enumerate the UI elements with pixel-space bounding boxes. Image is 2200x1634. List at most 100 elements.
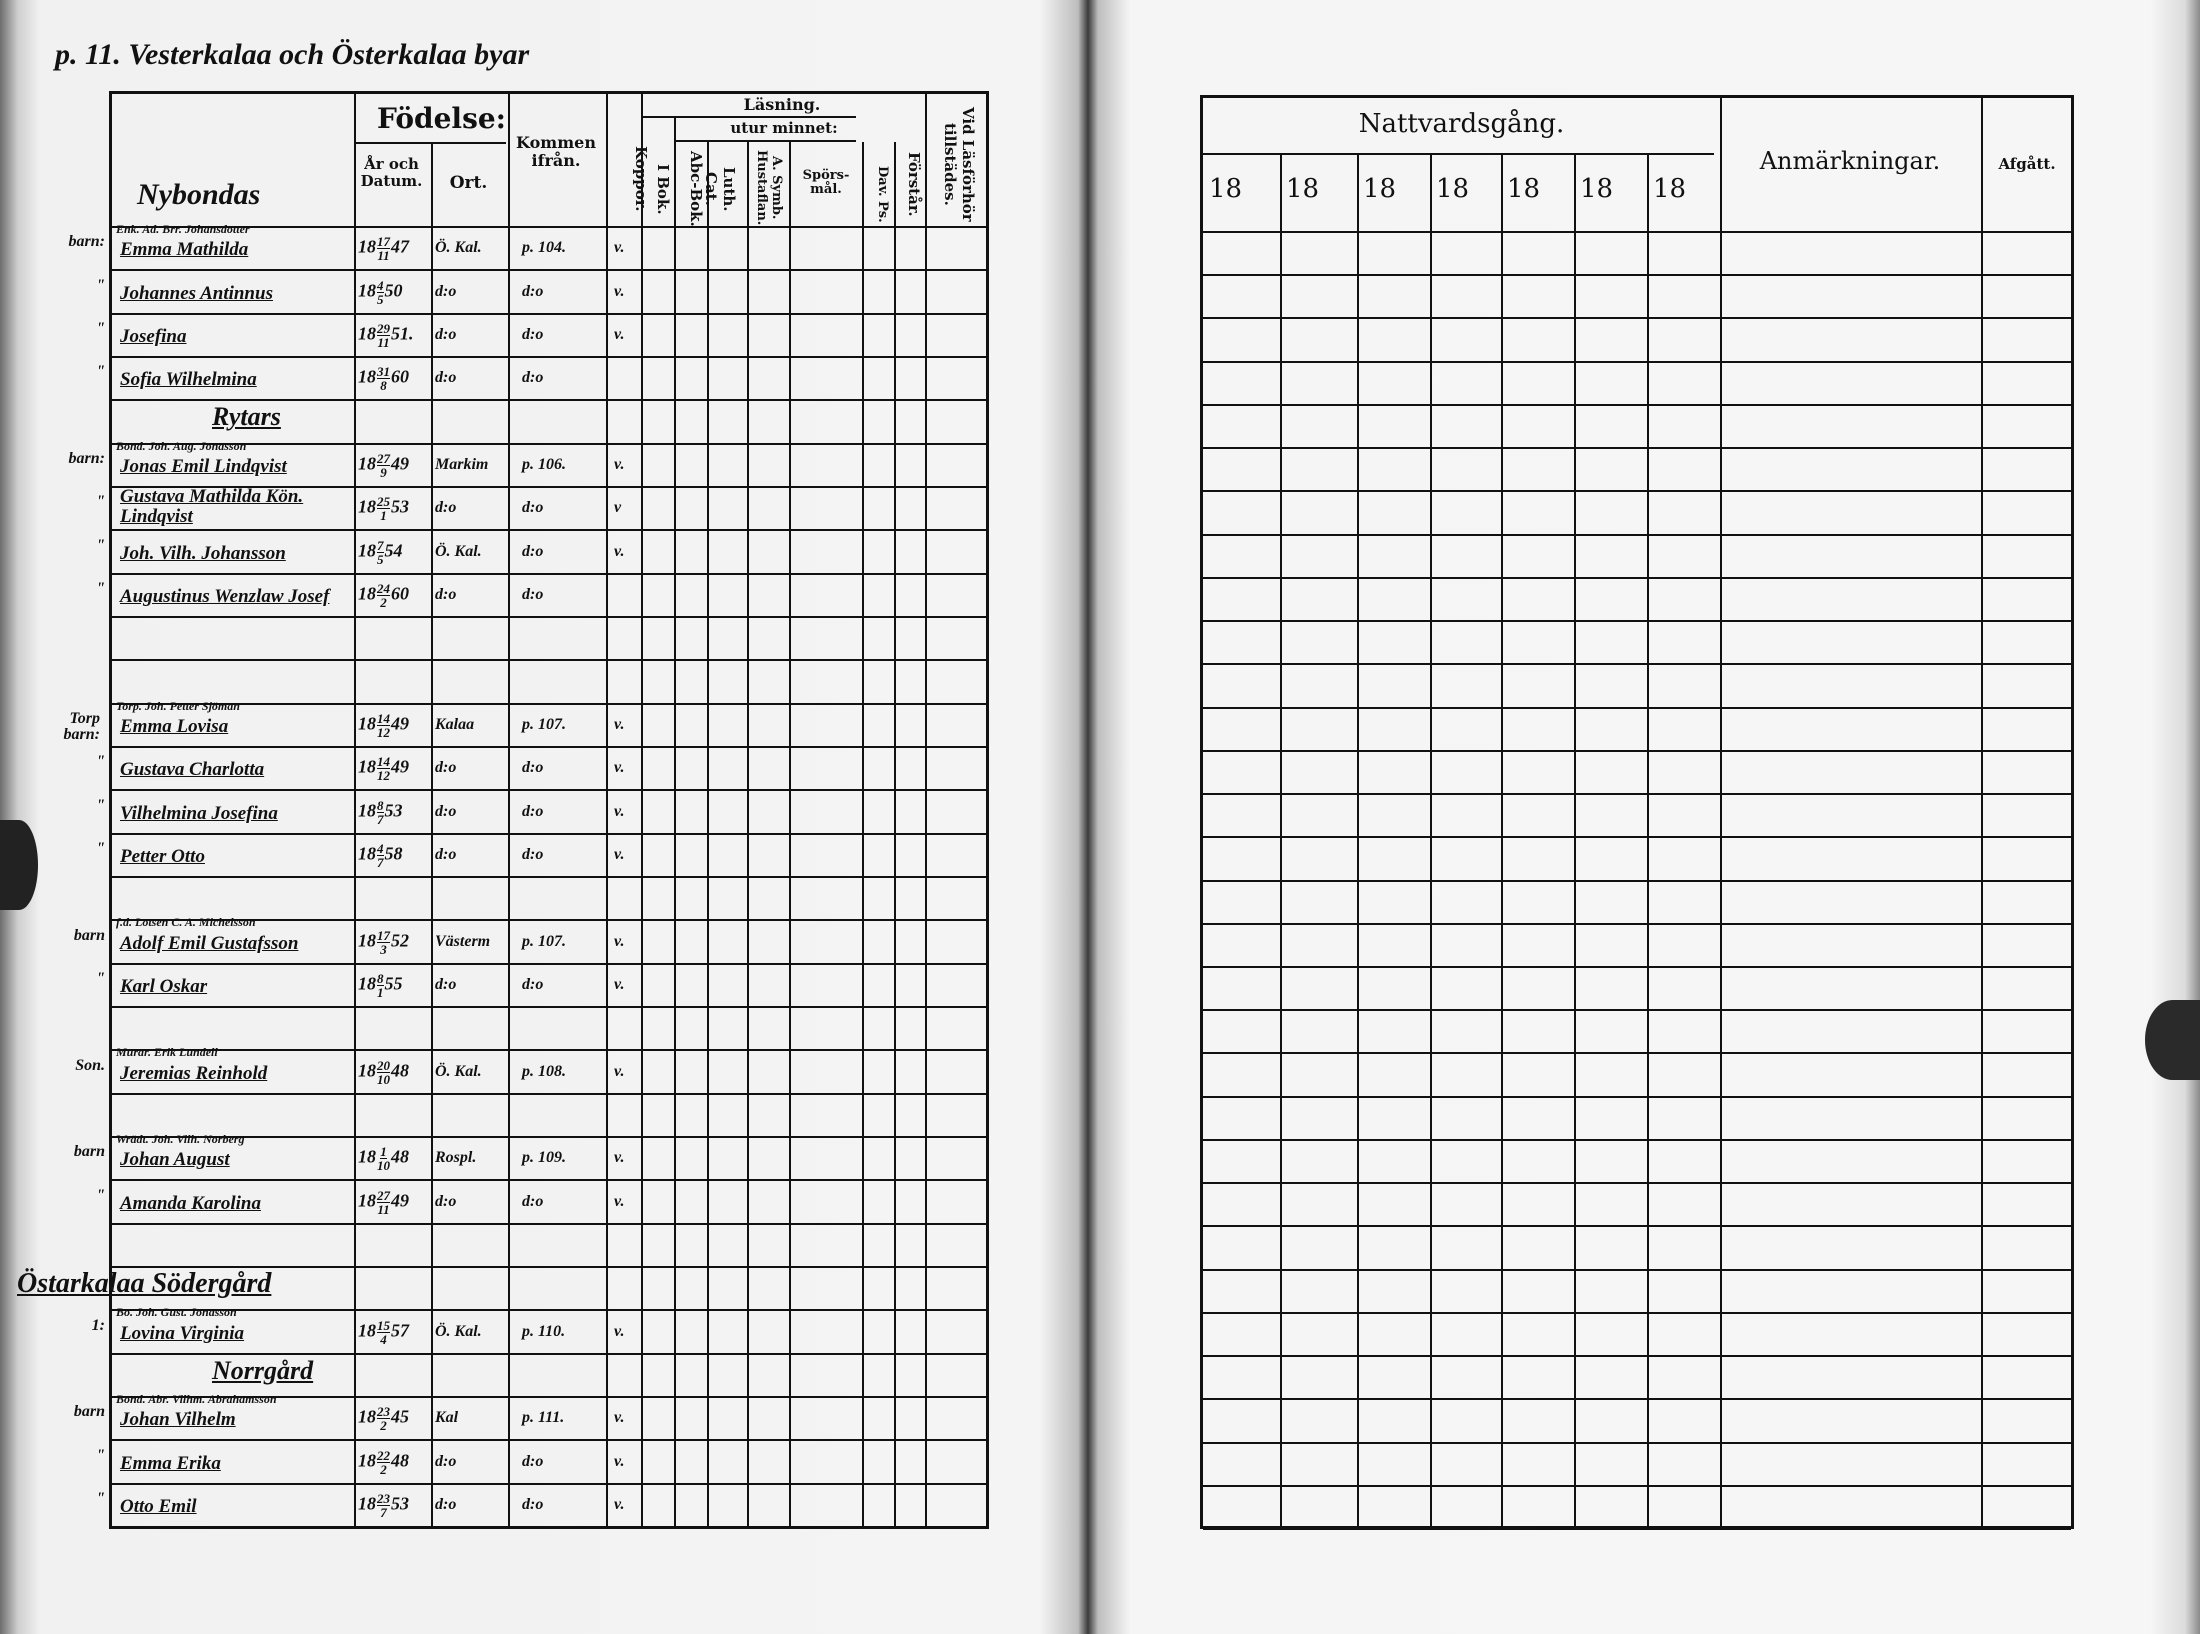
column-divider xyxy=(354,94,356,1526)
row-divider xyxy=(1203,1138,2071,1141)
birth-place: d:o xyxy=(435,369,457,387)
header-utur-minnet: utur minnet: xyxy=(730,119,838,137)
smallpox-mark: v. xyxy=(614,802,625,820)
row-divider xyxy=(1203,620,2071,623)
row-divider xyxy=(1203,1225,2071,1228)
row-divider xyxy=(112,962,986,965)
row-divider xyxy=(112,356,986,358)
birth-day: 17 xyxy=(377,927,390,943)
table-row xyxy=(112,876,986,919)
person-name: Johan August xyxy=(120,1149,230,1171)
smallpox-mark: v. xyxy=(614,455,625,473)
margin-note: Torp barn: xyxy=(63,710,100,743)
birth-month: 2 xyxy=(380,1461,387,1477)
header-vid-lasforhor: Vid Läsförhör tillstädes. xyxy=(941,106,977,222)
margin-note: " xyxy=(96,320,105,337)
birth-century: 18 xyxy=(358,843,376,864)
row-divider xyxy=(112,746,986,748)
birth-century: 18 xyxy=(358,280,376,301)
table-row: Petter Otto 18 4 7 58 d:o d:o v. xyxy=(112,833,986,876)
birth-century: 18 xyxy=(358,1450,376,1471)
row-divider xyxy=(112,226,986,228)
birth-place: Ö. Kal. xyxy=(435,1062,482,1080)
person-name: Emma Mathilda xyxy=(120,239,249,261)
came-from: p. 107. xyxy=(522,715,566,733)
page-heading: p. 11. Vesterkalaa och Österkalaa byar xyxy=(55,38,530,71)
header-fodelse: Födelse: xyxy=(377,102,506,135)
occupation-note: Enk. Ad. Brr. Johansdotter xyxy=(116,222,250,236)
row-divider xyxy=(1203,533,2071,536)
birth-day-month: 23 2 xyxy=(377,1405,390,1432)
birth-day-month: 25 1 xyxy=(377,495,390,522)
birth-day: 17 xyxy=(377,234,390,250)
row-divider xyxy=(112,1309,986,1312)
occupation-note: Bond. Joh. Aug. Jonasson xyxy=(116,438,247,453)
birth-year: 52 xyxy=(391,930,409,951)
table-row: Gustava Charlotta 18 14 12 49 d:o d:o v. xyxy=(112,746,986,789)
birth-date: 18 4 7 58 xyxy=(358,842,403,869)
margin-note: " xyxy=(96,1186,105,1204)
birth-day: 31 xyxy=(377,364,390,380)
birth-century: 18 xyxy=(358,496,376,517)
row-divider xyxy=(1203,576,2071,579)
birth-year: 49 xyxy=(391,756,409,777)
birth-month: 11 xyxy=(377,248,390,264)
birth-place: Rospl. xyxy=(435,1149,477,1167)
birth-century: 18 xyxy=(358,583,376,604)
smallpox-mark: v. xyxy=(614,542,625,560)
birth-day-month: 1 10 xyxy=(377,1145,390,1172)
row-divider xyxy=(1203,793,2071,796)
row-divider xyxy=(112,876,986,878)
table-row: Bo. Joh. Gust. Jonasson Lovina Virginia 18… xyxy=(112,1305,986,1352)
table-row: Karl Oskar 18 8 1 55 d:o d:o v. xyxy=(112,963,986,1006)
row-divider xyxy=(1203,706,2071,709)
row-divider xyxy=(1203,1484,2071,1487)
birth-day-month: 23 7 xyxy=(377,1492,390,1519)
row-divider xyxy=(112,1352,986,1355)
margin-note: " xyxy=(96,493,105,511)
margin-note: barn xyxy=(73,1143,105,1161)
birth-day-month: 17 11 xyxy=(377,235,390,262)
row-divider xyxy=(1203,836,2071,839)
row-divider xyxy=(1203,317,2071,320)
came-from: p. 104. xyxy=(522,239,566,257)
person-name: Joh. Vilh. Johansson xyxy=(120,542,286,564)
header-luth-cat: Luth. Cat. xyxy=(702,166,738,212)
birth-day-month: 27 9 xyxy=(377,452,390,479)
birth-century: 18 xyxy=(358,236,376,257)
communion-year-column: 18 xyxy=(1209,174,1243,204)
parish-register-table: Födelse: År och Datum. Ort. Kommen ifrån… xyxy=(17,91,989,1529)
row-divider xyxy=(1203,1052,2071,1055)
table-row: Norrgård xyxy=(112,1353,986,1396)
row-divider xyxy=(112,919,986,922)
birth-day: 15 xyxy=(377,1317,390,1333)
birth-date: 18 8 7 53 xyxy=(358,799,403,826)
margin-note: " xyxy=(96,580,105,597)
table-row: Augustinus Wenzlaw Josef 18 24 2 60 d:o d:o xyxy=(112,573,986,616)
birth-day-month: 14 12 xyxy=(377,712,390,739)
came-from: p. 108. xyxy=(522,1062,566,1080)
row-divider xyxy=(112,1136,986,1138)
birth-century: 18 xyxy=(358,1060,376,1081)
smallpox-mark: v. xyxy=(614,1149,625,1167)
birth-century: 18 xyxy=(358,1190,376,1211)
birth-century: 18 xyxy=(358,1320,376,1341)
birth-year: 54 xyxy=(384,540,403,561)
row-divider xyxy=(674,140,856,142)
row-divider xyxy=(112,616,986,618)
birth-day: 24 xyxy=(377,580,390,596)
communion-register-table: Nattvardsgång. Anmärkningar. Afgått. 18 1… xyxy=(1200,95,2074,1530)
person-name: Sofia Wilhelmina xyxy=(120,369,257,391)
birth-month: 10 xyxy=(377,1071,390,1087)
row-divider xyxy=(1203,922,2071,925)
column-divider xyxy=(1357,153,1359,1526)
row-divider xyxy=(112,529,986,532)
person-name: Karl Oskar xyxy=(120,975,208,997)
table-row: Torp. Joh. Petter Sjöman Emma Lovisa 18 14 1… xyxy=(112,699,986,746)
column-divider xyxy=(1574,153,1576,1526)
row-divider xyxy=(1203,1355,2071,1358)
person-name: Gustava Mathilda Kön. Lindqvist xyxy=(120,486,304,527)
birth-century: 18 xyxy=(358,1406,376,1427)
birth-day: 8 xyxy=(377,797,384,813)
